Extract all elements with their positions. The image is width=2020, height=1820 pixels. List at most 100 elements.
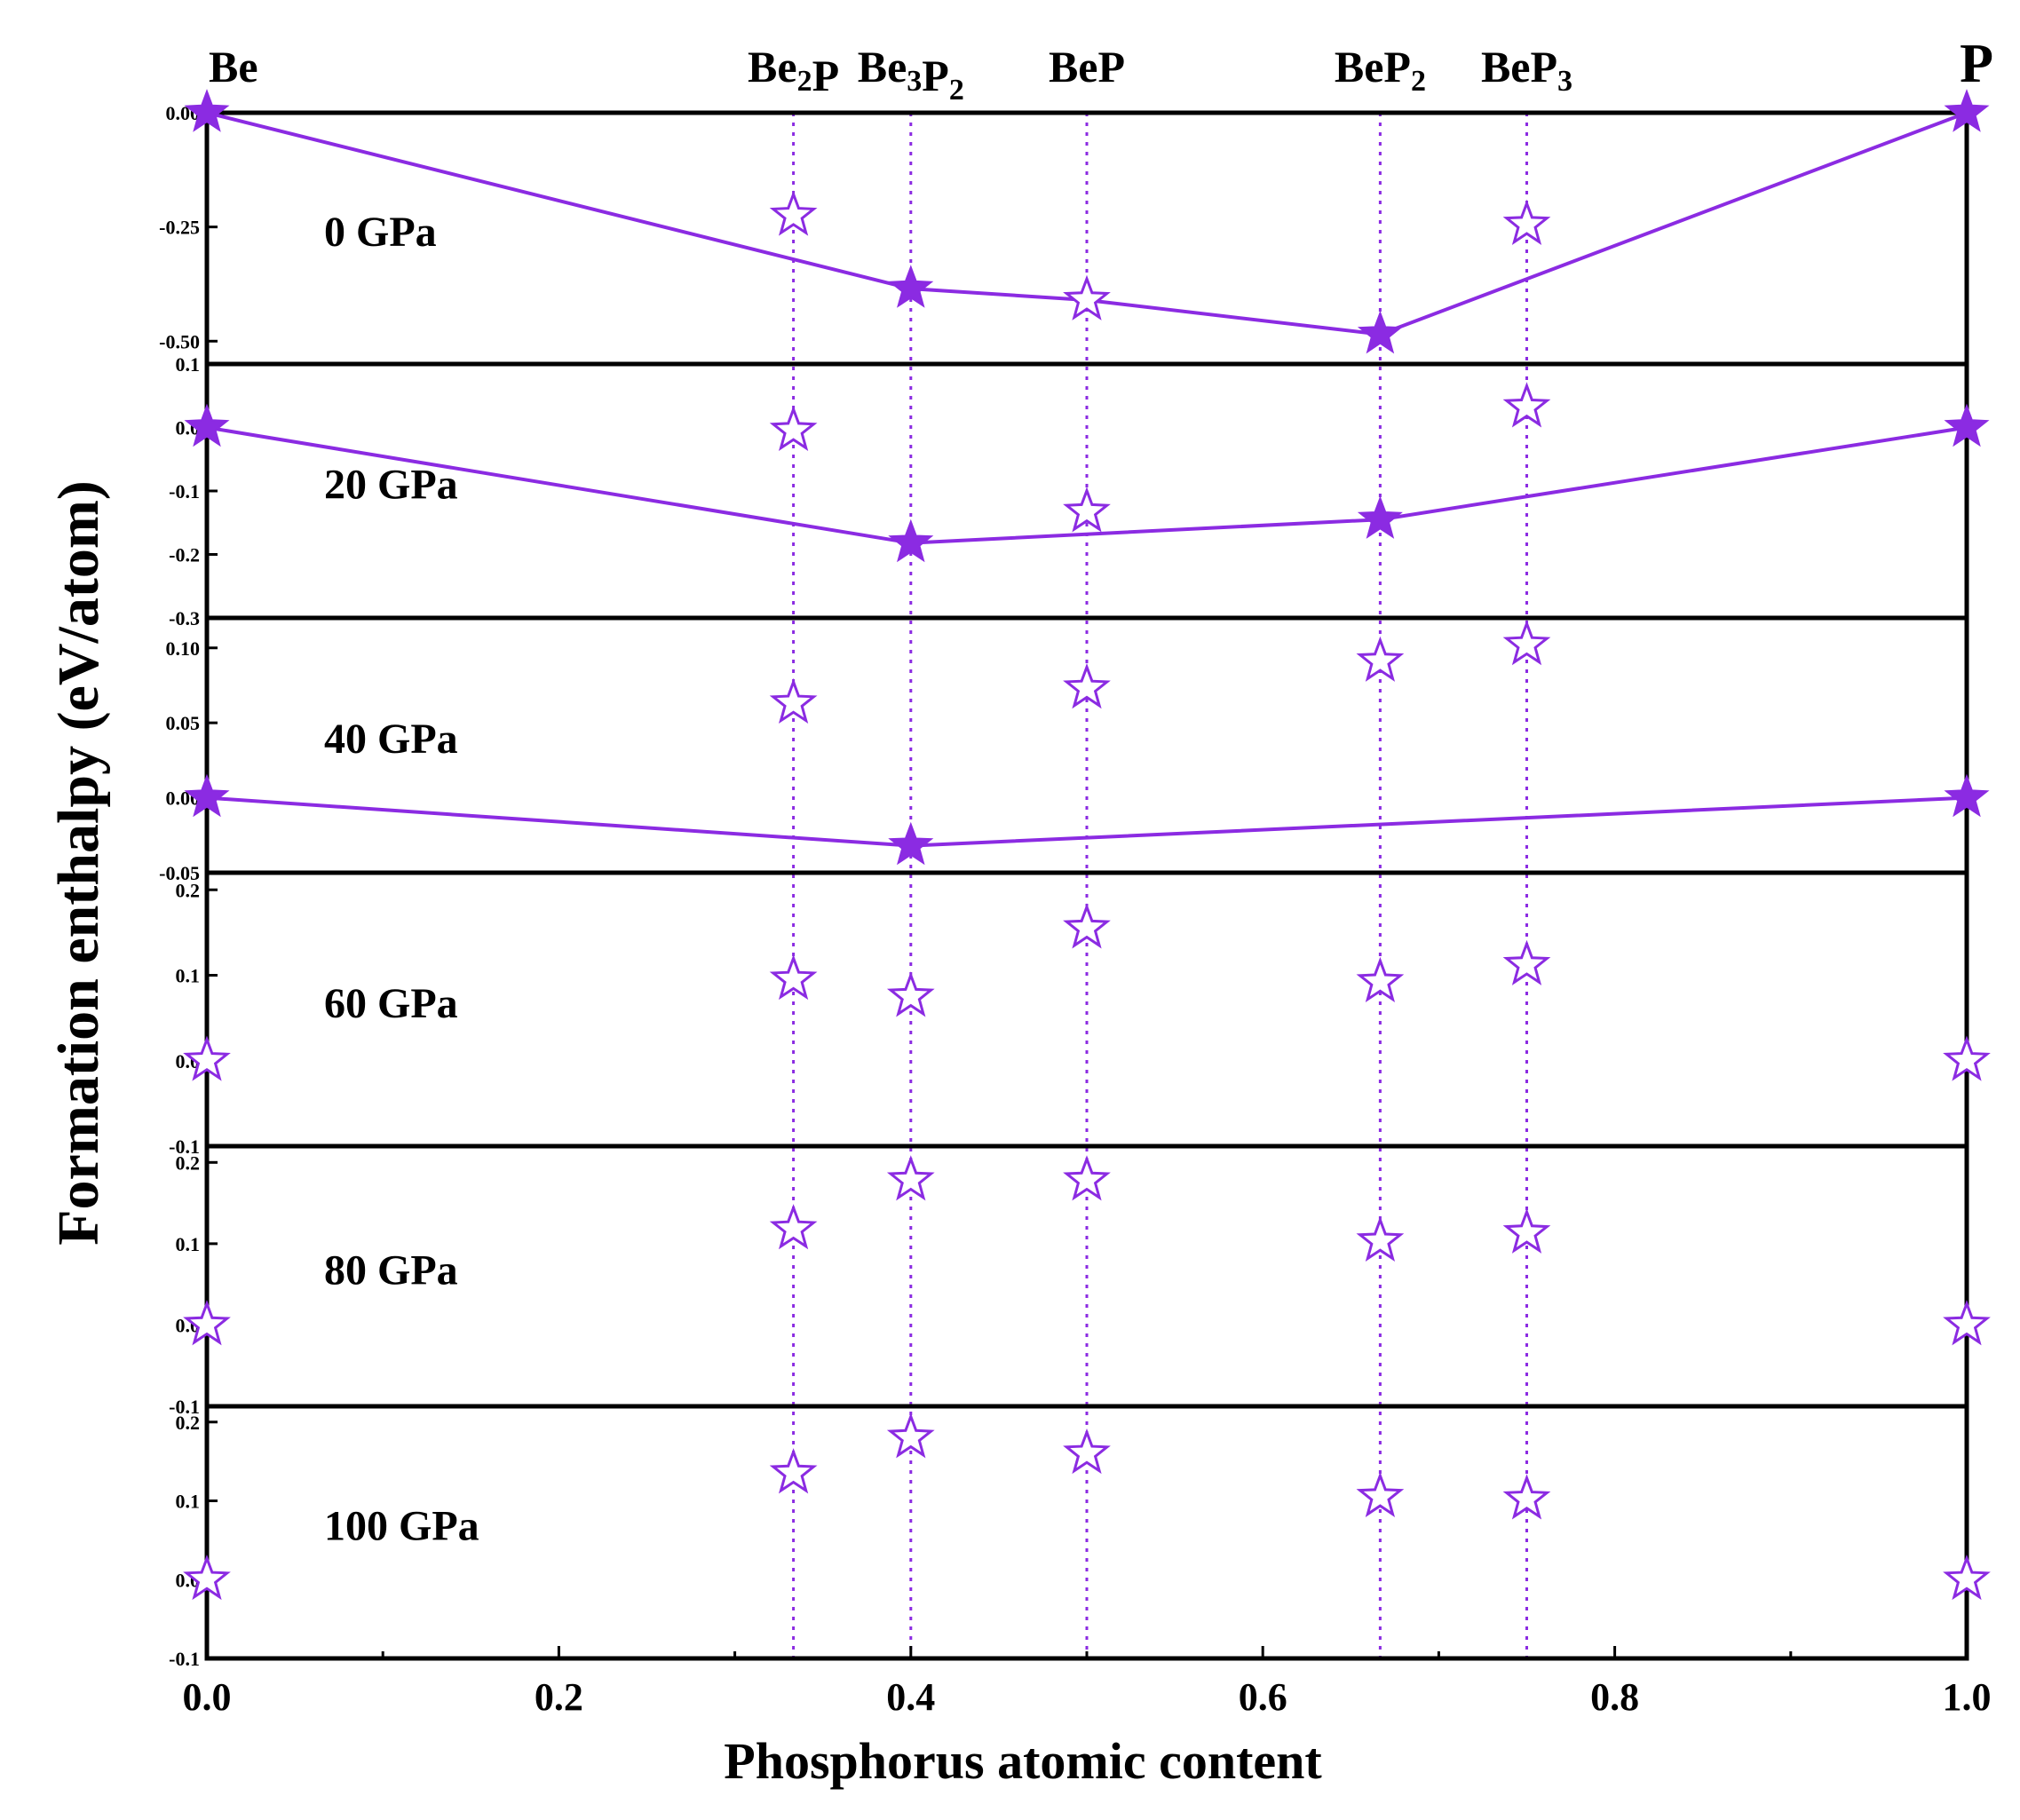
metastable-point-star xyxy=(886,971,935,1017)
metastable-point-star xyxy=(1943,1035,1991,1081)
metastable-point-star xyxy=(769,1204,818,1250)
stable-point-star xyxy=(1944,773,1990,818)
x-tick-label: 0.0 xyxy=(183,1675,232,1719)
metastable-point-star xyxy=(1356,636,1405,682)
compound-label-part: 2 xyxy=(797,65,812,98)
x-tick-label: 0.4 xyxy=(886,1675,935,1719)
metastable-point-star xyxy=(1063,1155,1111,1201)
y-tick-label: 0.1 xyxy=(176,1491,201,1513)
metastable-point-star xyxy=(769,190,818,236)
y-tick-label: -0.25 xyxy=(159,217,200,239)
metastable-point-star xyxy=(1943,1300,1991,1346)
compound-label-part: 2 xyxy=(1411,65,1426,98)
x-axis-title: Phosphorus atomic content xyxy=(724,1732,1322,1790)
compound-label-BeP3: BeP3 xyxy=(1481,42,1572,98)
stable-point-star xyxy=(184,89,230,132)
convex-hull-line xyxy=(206,425,1968,545)
compound-label-part: 2 xyxy=(949,74,964,107)
metastable-point-star xyxy=(183,1300,231,1346)
compound-label-part: Be xyxy=(748,42,797,91)
compound-label-part: BeP xyxy=(1335,42,1411,91)
compound-label-Be2P: Be2P xyxy=(748,42,839,100)
compound-label-part: 3 xyxy=(907,65,922,98)
x-tick-label: 1.0 xyxy=(1943,1675,1992,1719)
metastable-point-star xyxy=(1063,487,1111,533)
y-tick-label: -0.1 xyxy=(169,1136,200,1158)
compound-label-part: 3 xyxy=(1557,65,1572,98)
y-tick-label: 0.2 xyxy=(176,1412,201,1434)
convex-hull-line xyxy=(206,795,1968,848)
y-tick-label: 0.10 xyxy=(166,637,201,660)
x-tick-label: 0.6 xyxy=(1239,1675,1287,1719)
metastable-point-star xyxy=(1502,199,1551,245)
stable-point-star xyxy=(888,265,934,308)
stable-point-star xyxy=(184,773,230,818)
x-tick-label: 0.2 xyxy=(535,1675,583,1719)
y-tick-label: 0.05 xyxy=(166,712,201,734)
metastable-point-star xyxy=(1063,274,1111,320)
metastable-point-star xyxy=(1356,956,1405,1003)
composition-guides xyxy=(792,113,1528,1658)
stable-point-star xyxy=(1357,310,1403,354)
y-tick-label: 0.2 xyxy=(176,879,201,901)
y-tick-label: -0.1 xyxy=(169,480,200,502)
metastable-point-star xyxy=(1502,939,1551,985)
panel-pressure-label: 100 GPa xyxy=(324,1503,479,1550)
metastable-point-star xyxy=(1502,1474,1551,1520)
stable-point-star xyxy=(1944,403,1990,447)
compound-label-BeP: BeP xyxy=(1049,42,1125,91)
pressure-panels: 0.00-0.25-0.500 GPa0.10.0-0.1-0.2-0.320 … xyxy=(159,89,1991,1670)
y-tick-label: 0.1 xyxy=(176,353,201,376)
compound-label-part: P xyxy=(812,51,840,100)
compound-label-Be: Be xyxy=(209,42,258,91)
y-tick-label: -0.2 xyxy=(169,544,200,566)
panel-pressure-label: 80 GPa xyxy=(324,1246,458,1294)
metastable-point-star xyxy=(1063,662,1111,709)
y-axis-title: Formation enthalpy (eV/atom) xyxy=(46,480,111,1246)
metastable-point-star xyxy=(886,1412,935,1459)
y-tick-label: -0.1 xyxy=(169,1396,200,1418)
stable-point-star xyxy=(1357,495,1403,539)
y-tick-label: 0.1 xyxy=(176,965,201,987)
metastable-point-star xyxy=(1502,1207,1551,1254)
panel-60-GPa: 0.20.10.0-0.160 GPa xyxy=(169,870,1991,1158)
compound-label-part: BeP xyxy=(1481,42,1557,91)
y-tick-label: -0.3 xyxy=(169,607,200,629)
stable-point-star xyxy=(888,821,934,866)
metastable-point-star xyxy=(1356,1215,1405,1262)
compound-label-part: Be xyxy=(858,42,907,91)
panel-pressure-label: 60 GPa xyxy=(324,980,458,1027)
panel-frame xyxy=(204,110,1969,367)
x-tick-label: 0.8 xyxy=(1590,1675,1639,1719)
y-tick-label: -0.50 xyxy=(159,330,200,352)
y-tick-label: -0.05 xyxy=(159,862,200,884)
panel-pressure-label: 20 GPa xyxy=(324,462,458,509)
compound-label-BeP2: BeP2 xyxy=(1335,42,1426,98)
panel-pressure-label: 0 GPa xyxy=(324,209,437,256)
x-axis: 0.0 0.2 0.4 0.6 0.8 1.0 xyxy=(183,1646,1992,1719)
metastable-point-star xyxy=(1943,1555,1991,1601)
metastable-point-star xyxy=(1356,1471,1405,1517)
metastable-point-star xyxy=(183,1555,231,1601)
panel-frame xyxy=(204,615,1969,875)
compound-label-P: P xyxy=(1960,34,1993,94)
metastable-point-star xyxy=(886,1155,935,1201)
compound-label-part: P xyxy=(1960,34,1993,94)
y-tick-label: 0.2 xyxy=(176,1151,201,1174)
y-tick-label: 0.1 xyxy=(176,1233,201,1255)
compound-label-part: Be xyxy=(209,42,258,91)
metastable-point-star xyxy=(1063,903,1111,949)
metastable-point-star xyxy=(1502,382,1551,428)
metastable-point-star xyxy=(769,677,818,724)
panel-20-GPa: 0.10.0-0.1-0.2-0.320 GPa xyxy=(169,353,1990,629)
y-tick-label: -0.1 xyxy=(169,1648,200,1670)
panel-pressure-label: 40 GPa xyxy=(324,716,458,763)
stable-point-star xyxy=(888,518,934,563)
panel-80-GPa: 0.20.10.0-0.180 GPa xyxy=(169,1143,1991,1418)
stable-point-star xyxy=(184,403,230,447)
metastable-point-star xyxy=(769,1448,818,1494)
panel-0-GPa: 0.00-0.25-0.500 GPa xyxy=(159,89,1990,367)
